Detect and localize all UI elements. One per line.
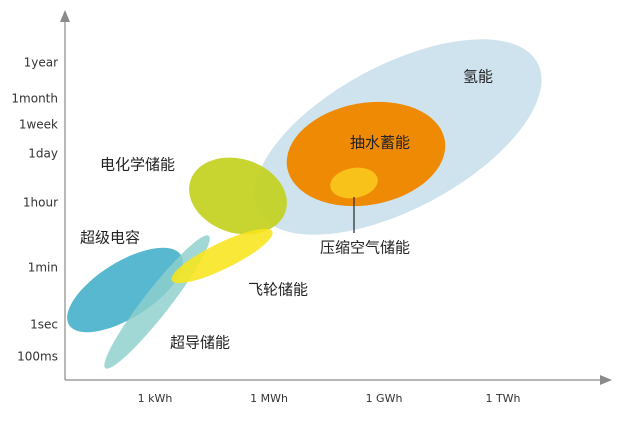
region-label: 压缩空气储能 xyxy=(320,239,410,257)
region-label: 电化学储能 xyxy=(100,156,175,174)
y-tick-label: 1sec xyxy=(30,318,58,332)
y-tick-label: 1day xyxy=(28,147,58,161)
x-axis-arrow-icon xyxy=(600,375,612,385)
y-tick-label: 1week xyxy=(19,118,58,132)
y-tick-label: 1hour xyxy=(23,196,58,210)
x-tick-label: 1 kWh xyxy=(138,392,173,405)
y-axis-arrow-icon xyxy=(60,10,70,22)
y-tick-label: 1year xyxy=(24,56,58,70)
x-tick-label: 1 GWh xyxy=(366,392,403,405)
region-label: 氢能 xyxy=(463,68,493,86)
region-ellipse-飞轮储能 xyxy=(171,228,273,284)
region-ellipse-抽水蓄能 xyxy=(286,101,446,207)
region-label: 超级电容 xyxy=(80,229,140,247)
y-tick-label: 100ms xyxy=(17,350,58,364)
x-tick-label: 1 TWh xyxy=(485,392,520,405)
region-ellipse-超级电容 xyxy=(67,247,183,333)
region-label: 抽水蓄能 xyxy=(350,134,410,152)
x-tick-label: 1 MWh xyxy=(250,392,288,405)
y-tick-label: 1month xyxy=(11,92,58,106)
region-label: 超导储能 xyxy=(170,334,230,352)
y-tick-label: 1min xyxy=(28,261,58,275)
region-ellipse-压缩空气储能 xyxy=(330,167,378,199)
region-label: 飞轮储能 xyxy=(248,281,308,299)
region-ellipse-电化学储能 xyxy=(189,157,287,235)
